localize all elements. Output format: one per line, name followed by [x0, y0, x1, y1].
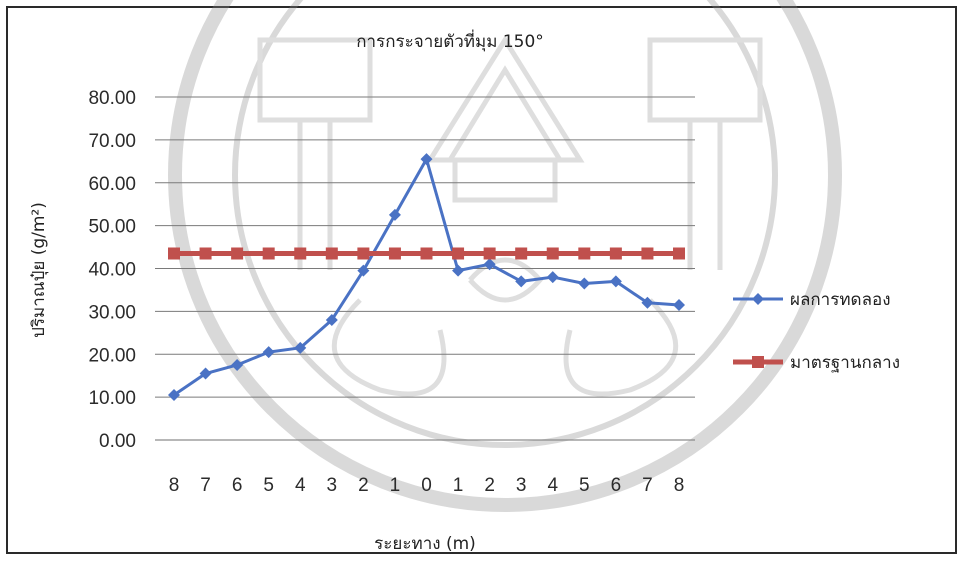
series-layer [168, 153, 685, 401]
legend-marker-1 [752, 356, 764, 368]
data-point-diamond [546, 271, 559, 284]
x-tick-label: 1 [453, 475, 464, 496]
y-tick-label: 20.00 [88, 345, 136, 366]
y-tick-label: 50.00 [88, 217, 136, 238]
data-point-diamond [515, 275, 528, 288]
x-tick-label: 3 [327, 475, 338, 496]
data-point-square [578, 247, 591, 260]
data-point-diamond [609, 275, 622, 288]
gridlines [155, 96, 695, 398]
data-point-square [609, 247, 622, 260]
x-tick-label: 6 [232, 475, 243, 496]
y-tick-label: 80.00 [88, 88, 136, 109]
data-point-diamond [231, 358, 244, 371]
y-tick-label: 10.00 [88, 388, 136, 409]
data-point-diamond [388, 208, 401, 221]
x-tick-label: 4 [547, 475, 558, 496]
x-tick-label: 0 [421, 475, 432, 496]
y-tick-label: 30.00 [88, 302, 136, 323]
x-tick-label: 1 [390, 475, 401, 496]
y-axis-ticks: 0.00 10.00 20.00 30.00 40.00 50.00 60.00 70.00 8… [88, 88, 136, 452]
data-point-square [641, 247, 654, 260]
data-point-square [357, 247, 370, 260]
data-point-square [294, 247, 307, 260]
data-point-diamond [168, 388, 180, 401]
data-point-square [673, 247, 685, 260]
data-point-diamond [641, 296, 654, 309]
x-tick-label: 8 [674, 475, 685, 496]
data-point-square [452, 247, 465, 260]
x-tick-label: 5 [579, 475, 590, 496]
x-tick-label: 6 [611, 475, 622, 496]
y-tick-label: 0.00 [99, 431, 136, 452]
x-tick-label: 2 [484, 475, 495, 496]
data-point-diamond [262, 346, 275, 359]
legend-marker-0 [752, 293, 764, 305]
y-tick-label: 70.00 [88, 131, 136, 152]
y-axis-label: ปริมาณปุ๋ย (g/m²) [29, 202, 49, 338]
data-point-square [515, 247, 528, 260]
legend-label-1: มาตรฐานกลาง [790, 353, 900, 373]
data-point-diamond [199, 367, 212, 380]
data-point-square [546, 247, 559, 260]
data-point-square [483, 247, 496, 260]
data-point-diamond [483, 258, 496, 271]
data-point-square [168, 247, 180, 260]
data-point-square [231, 247, 244, 260]
y-tick-label: 60.00 [88, 174, 136, 195]
legend: ผลการทดลอง มาตรฐานกลาง [733, 290, 900, 373]
x-axis-label: ระยะทาง (m) [374, 534, 476, 554]
x-tick-label: 8 [169, 475, 180, 496]
data-point-diamond [673, 298, 685, 311]
y-tick-label: 40.00 [88, 260, 136, 281]
chart-title: การกระจายตัวที่มุม 150° [356, 29, 544, 52]
x-tick-label: 4 [295, 475, 306, 496]
data-point-diamond [325, 313, 338, 326]
x-tick-label: 3 [516, 475, 527, 496]
x-tick-label: 5 [263, 475, 274, 496]
data-point-square [262, 247, 275, 260]
data-point-square [199, 247, 212, 260]
x-tick-label: 2 [358, 475, 369, 496]
data-point-square [420, 247, 433, 260]
legend-label-0: ผลการทดลอง [790, 290, 891, 310]
data-point-diamond [420, 153, 433, 166]
data-point-square [325, 247, 338, 260]
data-point-square [388, 247, 401, 260]
data-point-diamond [452, 264, 465, 277]
data-point-diamond [294, 341, 307, 354]
series-line-0 [173, 157, 680, 397]
data-point-diamond [578, 277, 591, 290]
x-tick-label: 7 [642, 475, 653, 496]
x-tick-label: 7 [200, 475, 211, 496]
data-point-diamond [357, 264, 370, 277]
